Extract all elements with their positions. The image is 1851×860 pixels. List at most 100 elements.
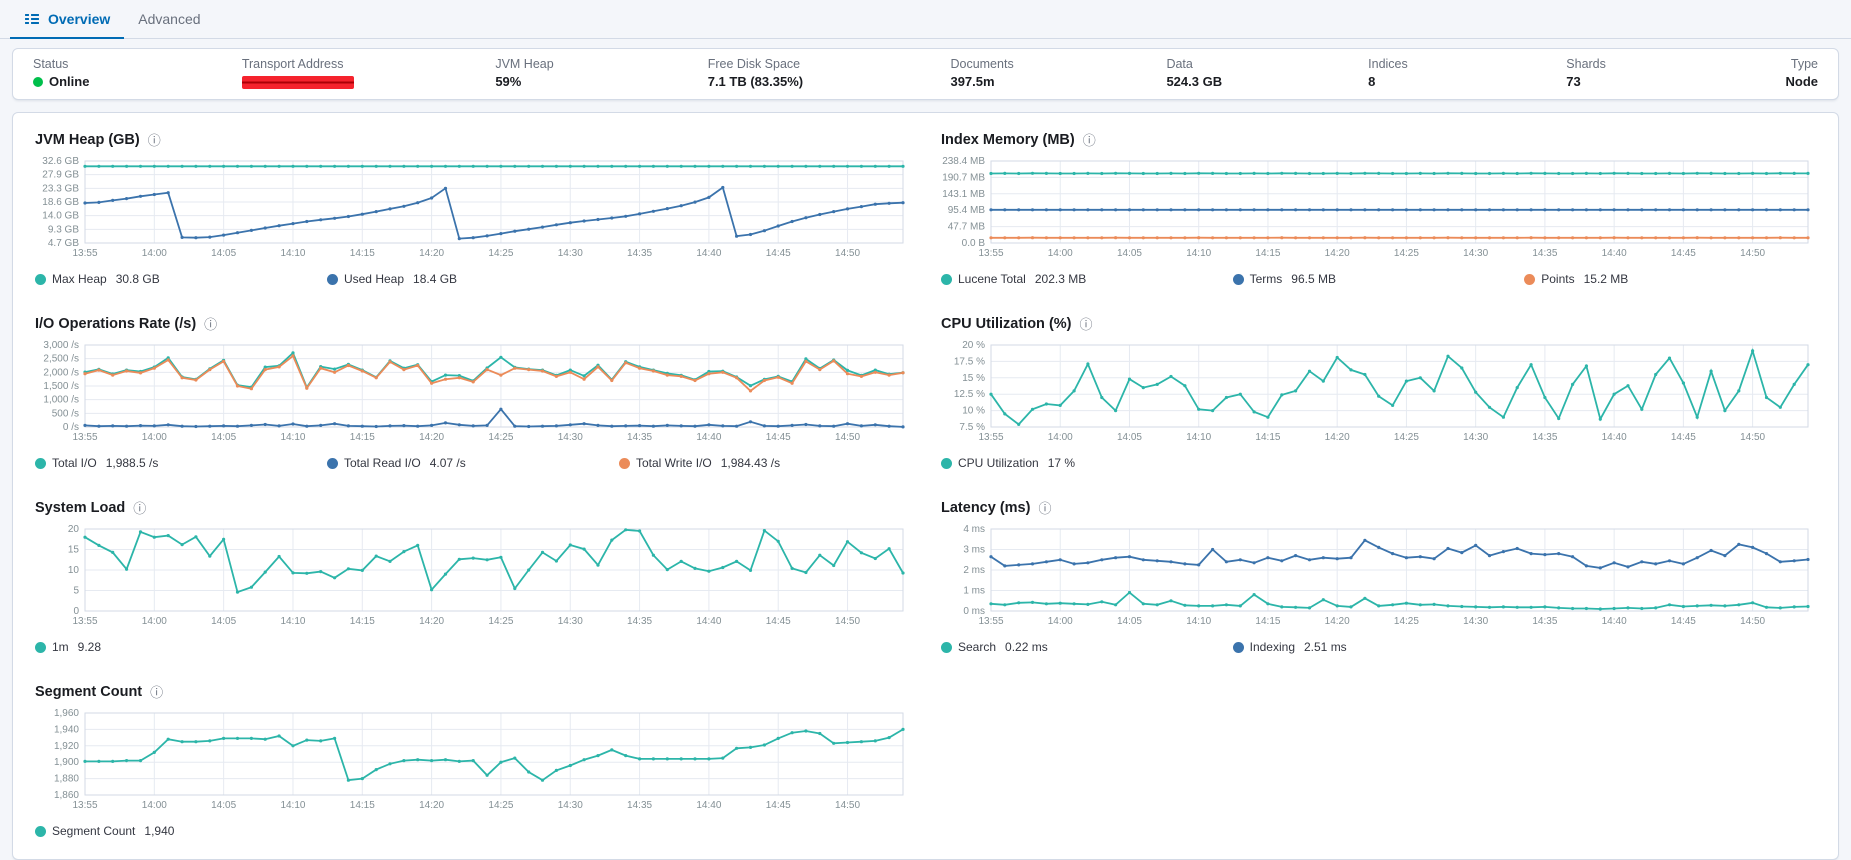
- series-point: [1377, 236, 1380, 239]
- legend-value: 30.8 GB: [116, 272, 160, 286]
- series-point: [167, 738, 170, 741]
- series-point: [791, 165, 794, 168]
- series-point: [486, 774, 489, 777]
- series-point: [832, 564, 835, 567]
- series-point: [458, 165, 461, 168]
- series-point: [1446, 236, 1449, 239]
- y-tick-label: 23.3 GB: [42, 183, 79, 194]
- x-tick-label: 14:10: [1186, 616, 1211, 627]
- series-point: [1654, 562, 1657, 565]
- series-point: [652, 554, 655, 557]
- series-point: [846, 422, 849, 425]
- series-point: [791, 382, 794, 385]
- series-point: [1017, 601, 1020, 604]
- x-tick-label: 14:30: [558, 616, 583, 627]
- series-point: [1073, 236, 1076, 239]
- series-point: [1280, 172, 1283, 175]
- series-point: [167, 534, 170, 537]
- tab-advanced[interactable]: Advanced: [124, 0, 214, 38]
- series-point: [388, 165, 391, 168]
- series-point: [1363, 373, 1366, 376]
- y-tick-label: 2,000 /s: [43, 367, 79, 378]
- info-icon[interactable]: ⓘ: [1038, 502, 1051, 515]
- series-point: [1613, 208, 1616, 211]
- series-point: [208, 555, 211, 558]
- series-point: [1557, 552, 1560, 555]
- info-icon[interactable]: ⓘ: [150, 686, 163, 699]
- info-icon[interactable]: ⓘ: [1083, 134, 1096, 147]
- series-point: [1571, 208, 1574, 211]
- legend-value: 96.5 MB: [1291, 272, 1336, 286]
- series-point: [804, 423, 807, 426]
- series-point: [763, 379, 766, 382]
- x-tick-label: 14:40: [1602, 616, 1627, 627]
- x-tick-label: 14:05: [1117, 248, 1142, 259]
- series-point: [1280, 559, 1283, 562]
- x-tick-label: 14:05: [211, 248, 236, 259]
- series-point: [735, 235, 738, 238]
- series-point: [1585, 364, 1588, 367]
- x-tick-label: 14:20: [1325, 432, 1350, 443]
- series-point: [1806, 236, 1809, 239]
- series-point: [1294, 208, 1297, 211]
- series-point: [513, 367, 516, 370]
- tab-overview[interactable]: Overview: [10, 0, 124, 38]
- series-point: [319, 218, 322, 221]
- series-point: [693, 165, 696, 168]
- series-point: [1654, 172, 1657, 175]
- x-tick-label: 14:50: [1740, 432, 1765, 443]
- info-icon[interactable]: ⓘ: [133, 502, 146, 515]
- series-point: [1668, 357, 1671, 360]
- y-tick-label: 1,500 /s: [43, 381, 79, 392]
- info-icon[interactable]: ⓘ: [148, 134, 161, 147]
- series-point: [874, 203, 877, 206]
- series-point: [125, 759, 128, 762]
- series-point: [194, 165, 197, 168]
- series-point: [1751, 546, 1754, 549]
- series-point: [153, 751, 156, 754]
- series-point: [111, 760, 114, 763]
- series-point: [1363, 208, 1366, 211]
- series-point: [388, 560, 391, 563]
- series-point: [989, 208, 992, 211]
- series-point: [1793, 559, 1796, 562]
- series-point: [1197, 604, 1200, 607]
- series-point: [735, 376, 738, 379]
- series-point: [1059, 208, 1062, 211]
- series-line-used-heap: [85, 188, 903, 239]
- series-point: [1308, 370, 1311, 373]
- legend-label: CPU Utilization: [958, 456, 1039, 470]
- series-point: [874, 739, 877, 742]
- series-point: [1017, 563, 1020, 566]
- series-point: [111, 165, 114, 168]
- status-text: Online: [49, 74, 89, 90]
- legend-value: 1,984.43 /s: [721, 456, 780, 470]
- info-icon[interactable]: ⓘ: [204, 318, 217, 331]
- series-point: [1211, 409, 1214, 412]
- series-point: [1349, 208, 1352, 211]
- series-point: [1197, 408, 1200, 411]
- series-point: [763, 165, 766, 168]
- series-point: [139, 165, 142, 168]
- series-point: [721, 566, 724, 569]
- series-point: [264, 226, 267, 229]
- info-icon[interactable]: ⓘ: [1080, 318, 1093, 331]
- type-value: Node: [1786, 74, 1819, 90]
- series-point: [1059, 558, 1062, 561]
- series-point: [125, 568, 128, 571]
- y-tick-label: 3,000 /s: [43, 340, 79, 351]
- series-point: [1003, 412, 1006, 415]
- series-point: [375, 165, 378, 168]
